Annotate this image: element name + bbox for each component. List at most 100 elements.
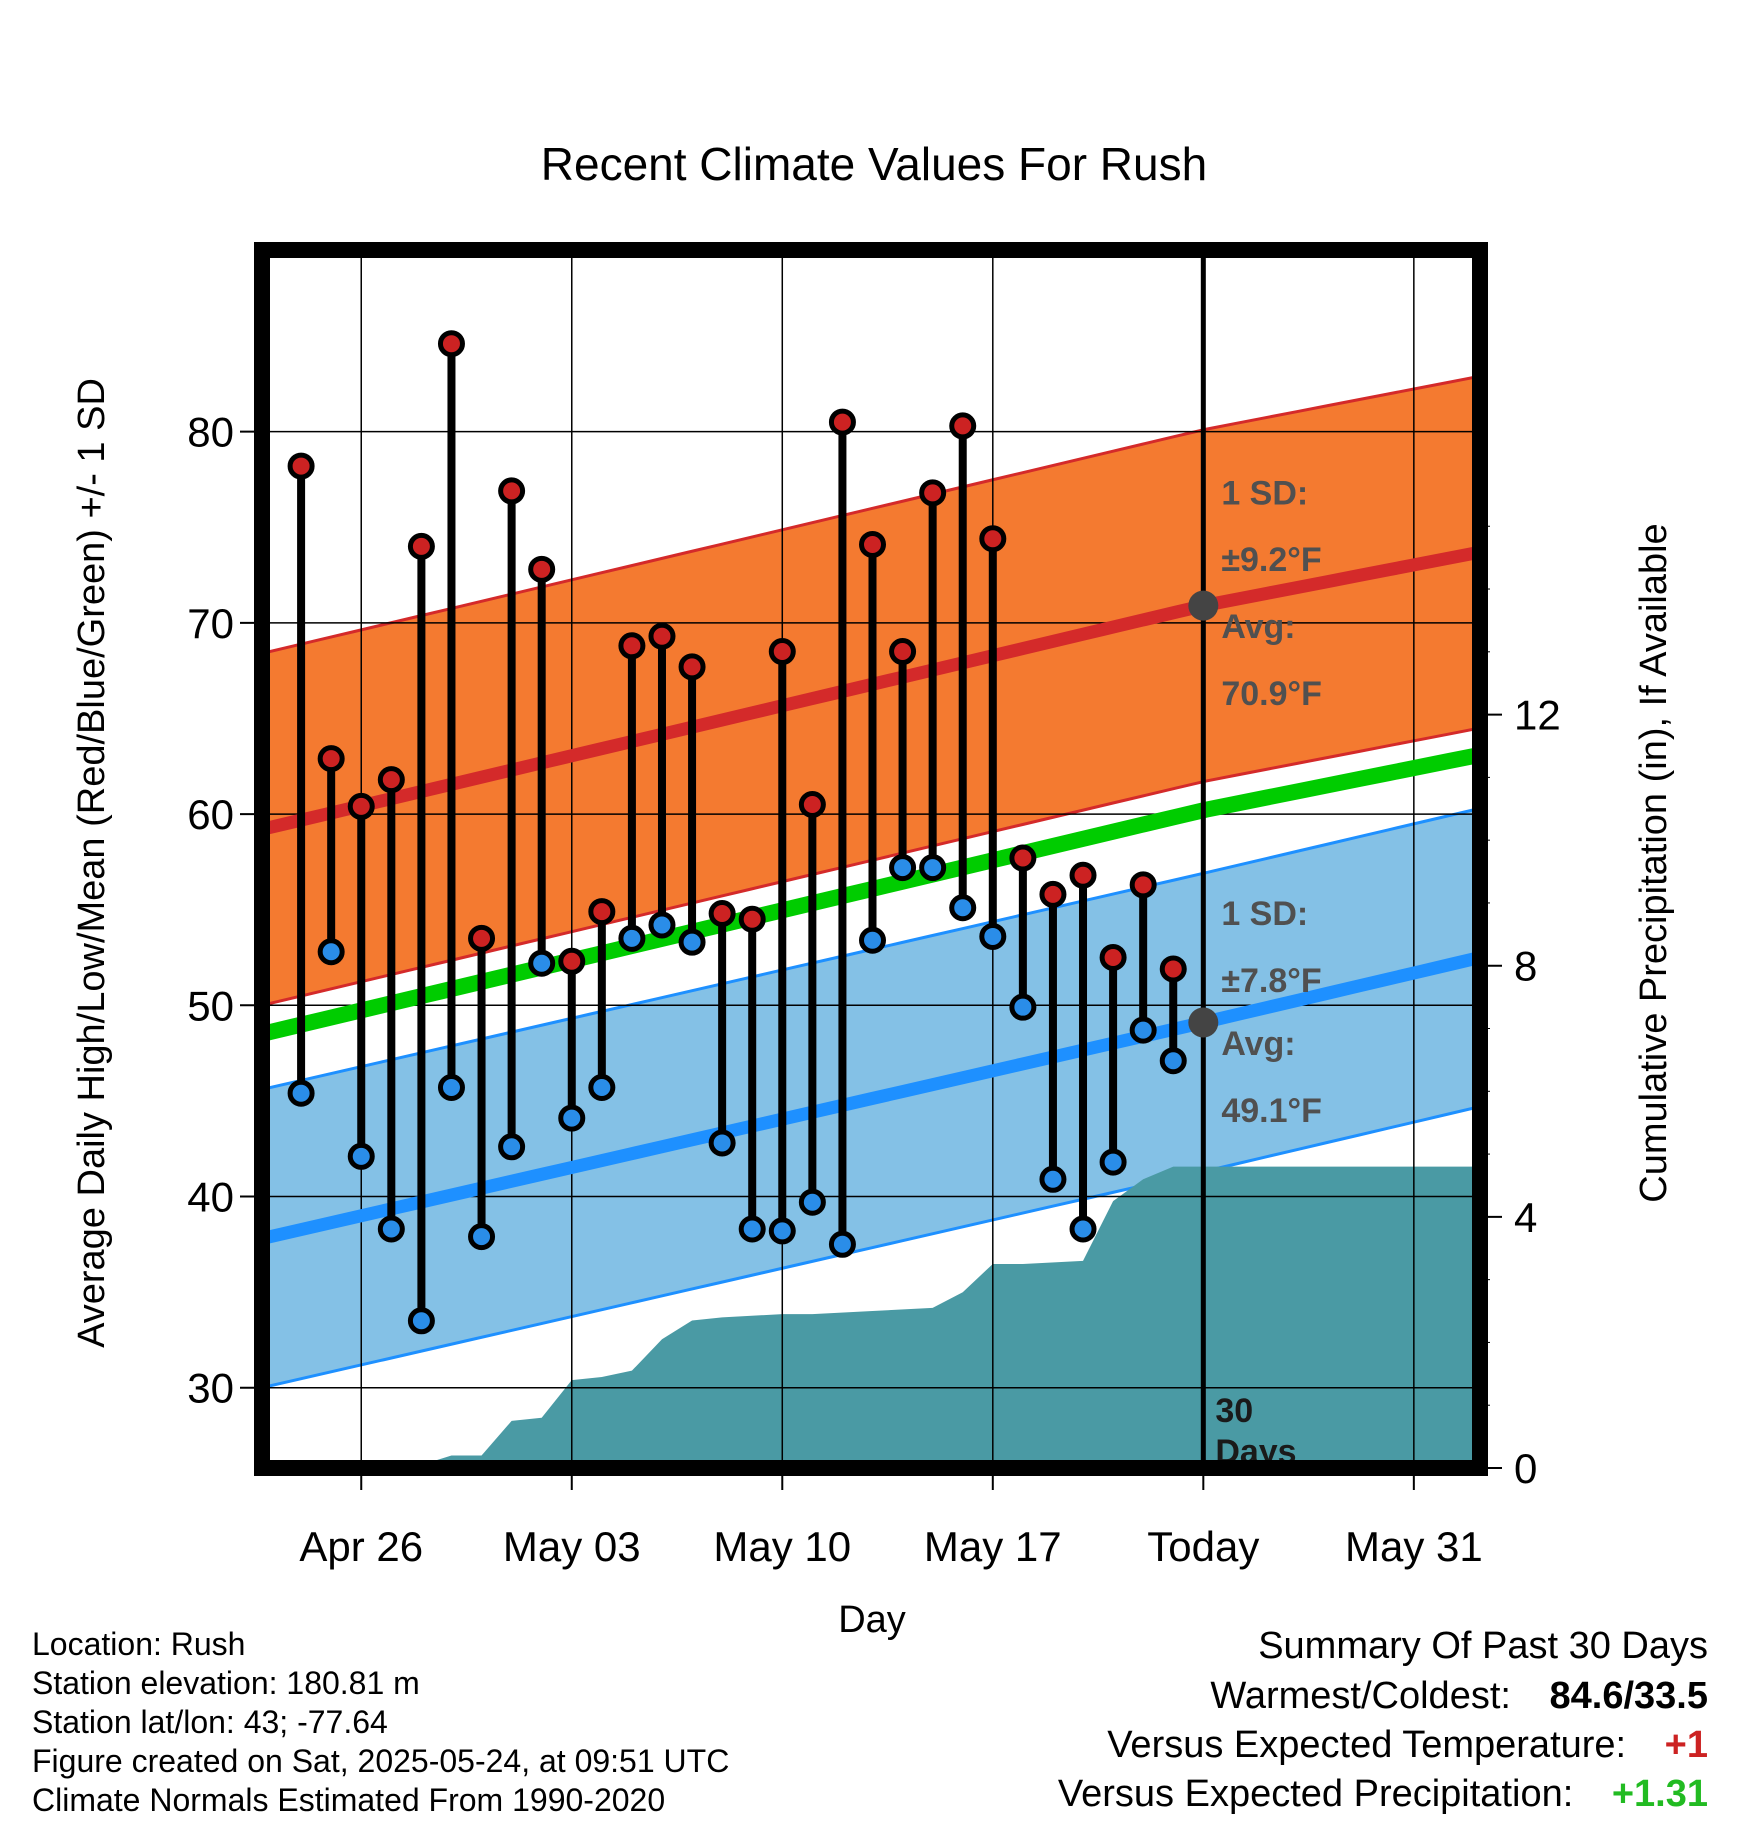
today-high-avg-marker — [1188, 590, 1219, 621]
daily-high-point — [708, 899, 736, 927]
daily-low-point — [1039, 1165, 1067, 1193]
daily-low-point — [768, 1217, 796, 1245]
daily-high-point — [889, 638, 917, 666]
precip-value: +1.31 — [1611, 1773, 1708, 1815]
daily-high-point — [588, 898, 616, 926]
daily-high-point — [859, 530, 887, 558]
daily-high-point — [1159, 955, 1187, 983]
daily-low-point — [407, 1307, 435, 1335]
temp-row: Versus Expected Temperature: +1 — [1058, 1721, 1708, 1770]
daily-high-point — [738, 905, 766, 933]
daily-low-point — [377, 1215, 405, 1243]
daily-high-point — [979, 525, 1007, 553]
y-left-tick-label: 50 — [187, 982, 234, 1029]
daily-high-point — [1129, 871, 1157, 899]
precip-row: Versus Expected Precipitation: +1.31 — [1058, 1770, 1708, 1819]
daily-low-point — [1159, 1047, 1187, 1075]
latlon-text: Station lat/lon: 43; -77.64 — [32, 1704, 388, 1740]
y-left-tick-label: 60 — [187, 791, 234, 838]
station-info: Location: Rush Station elevation: 180.81… — [32, 1625, 729, 1820]
days-count-label: 30 — [1215, 1392, 1253, 1430]
daily-low-point — [979, 922, 1007, 950]
x-tick-label: May 10 — [713, 1523, 851, 1570]
precip-label: Versus Expected Precipitation: — [1057, 1773, 1574, 1815]
today-low-avg-marker — [1188, 1007, 1219, 1038]
daily-high-point — [648, 622, 676, 650]
x-tick-label: Today — [1147, 1523, 1259, 1570]
daily-high-point — [558, 947, 586, 975]
warm-cold-value: 84.6/33.5 — [1549, 1675, 1708, 1717]
plot-frame — [254, 242, 1488, 1476]
daily-high-point — [468, 924, 496, 952]
daily-low-point — [317, 938, 345, 966]
x-tick-label: May 31 — [1345, 1523, 1483, 1570]
low-avg-value: 49.1°F — [1221, 1092, 1322, 1130]
y-right-tick-label: 4 — [1514, 1194, 1537, 1241]
elevation-text: Station elevation: 180.81 m — [32, 1665, 420, 1701]
temp-value: +1 — [1664, 1724, 1708, 1766]
y-right-tick-label: 12 — [1514, 692, 1561, 739]
temp-label: Versus Expected Temperature: — [1107, 1724, 1627, 1766]
y-left-tick-label: 40 — [187, 1173, 234, 1220]
high-band-upper-edge — [262, 374, 1480, 655]
daily-low-point — [678, 928, 706, 956]
daily-low-point — [1069, 1215, 1097, 1243]
chart-title: Recent Climate Values For Rush — [541, 138, 1207, 190]
y-right-label: Cumulative Precipitation (in), If Availa… — [1633, 523, 1675, 1202]
daily-high-point — [498, 477, 526, 505]
daily-high-point — [287, 452, 315, 480]
high-avg-label: Avg: — [1221, 608, 1295, 646]
daily-high-point — [919, 479, 947, 507]
daily-high-point — [377, 766, 405, 794]
warm-cold-row: Warmest/Coldest: 84.6/33.5 — [1058, 1672, 1708, 1721]
daily-low-point — [919, 854, 947, 882]
daily-high-point — [1039, 880, 1067, 908]
y-right-tick-label: 0 — [1514, 1445, 1537, 1492]
daily-low-point — [738, 1215, 766, 1243]
daily-high-point — [317, 745, 345, 773]
plot-area — [262, 250, 1480, 1468]
high-avg-value: 70.9°F — [1221, 675, 1322, 713]
daily-low-point — [708, 1129, 736, 1157]
warm-cold-label: Warmest/Coldest: — [1210, 1675, 1511, 1717]
daily-low-point — [498, 1133, 526, 1161]
daily-high-point — [407, 532, 435, 560]
low-band-lower-edge — [262, 1105, 1480, 1390]
daily-high-point — [437, 330, 465, 358]
low-avg-label: Avg: — [1221, 1025, 1295, 1063]
y-left-tick-label: 70 — [187, 600, 234, 647]
daily-low-point — [798, 1188, 826, 1216]
daily-high-point — [1009, 844, 1037, 872]
daily-high-point — [1099, 943, 1127, 971]
low-sd-label: 1 SD: — [1221, 895, 1308, 933]
daily-high-point — [347, 792, 375, 820]
high-sd-label: 1 SD: — [1221, 474, 1308, 512]
summary-title: Summary Of Past 30 Days — [1258, 1625, 1708, 1667]
y-left-tick-label: 80 — [187, 409, 234, 456]
daily-low-point — [1129, 1016, 1157, 1044]
daily-low-point — [528, 949, 556, 977]
daily-low-point — [1099, 1148, 1127, 1176]
normal-low-line — [262, 951, 1480, 1245]
normals-text: Climate Normals Estimated From 1990-2020 — [32, 1782, 666, 1818]
plot-overlay: 1 SD: ±9.2°F Avg: 70.9°F 1 SD: ±7.8°F Avg: 49.1… — [187, 242, 1561, 1570]
daily-low-point — [558, 1104, 586, 1132]
daily-low-point — [949, 894, 977, 922]
location-text: Location: Rush — [32, 1626, 246, 1662]
low-sd-value: ±7.8°F — [1221, 962, 1321, 1000]
daily-low-point — [347, 1142, 375, 1170]
daily-low-point — [889, 854, 917, 882]
daily-high-point — [678, 653, 706, 681]
x-tick-label: Apr 26 — [299, 1523, 423, 1570]
y-right-tick-label: 8 — [1514, 943, 1537, 990]
daily-high-point — [528, 555, 556, 583]
daily-low-point — [1009, 993, 1037, 1021]
x-axis-label: Day — [838, 1599, 906, 1641]
y-left-label: Average Daily High/Low/Mean (Red/Blue/Gr… — [71, 378, 113, 1348]
daily-high-point — [1069, 861, 1097, 889]
daily-high-point — [798, 791, 826, 819]
high-sd-value: ±9.2°F — [1221, 541, 1321, 579]
y-left-tick-label: 30 — [187, 1365, 234, 1412]
daily-low-point — [437, 1073, 465, 1101]
